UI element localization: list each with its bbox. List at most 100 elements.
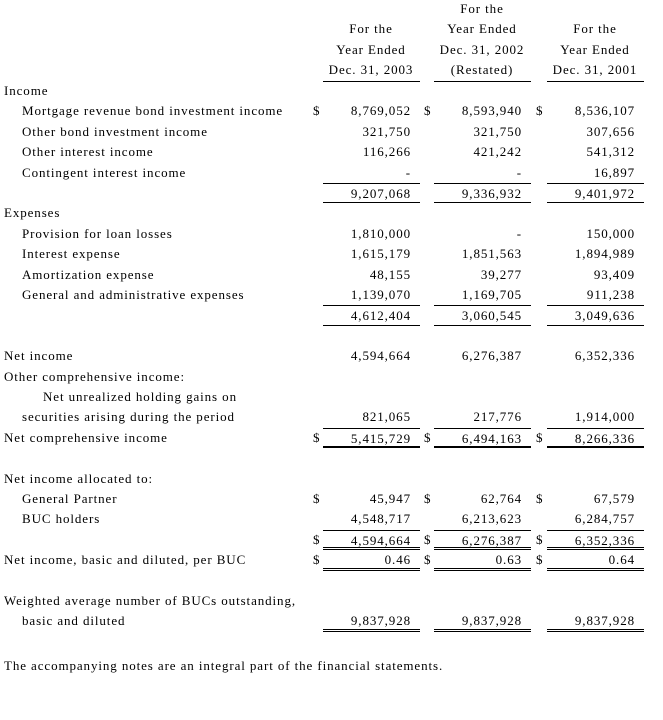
value-cell: 9,207,068 xyxy=(323,183,420,204)
value-cell: 911,238 xyxy=(586,287,635,302)
dollar-sign: $ xyxy=(313,103,321,119)
table-row: Net unrealized holding gains on xyxy=(0,387,663,407)
row-label: Other bond investment income xyxy=(22,123,208,139)
row-label: Other interest income xyxy=(22,144,154,160)
value-cell: 1,914,000 xyxy=(574,409,635,425)
dollar-sign: $ xyxy=(313,552,321,568)
row-label: basic and diluted xyxy=(22,613,126,629)
value-cell: 6,276,387 xyxy=(461,348,522,364)
table-row: securities arising during the period 821,… xyxy=(0,407,663,427)
row-label: Net income, basic and diluted, per BUC xyxy=(4,552,247,568)
value-cell: 0.46 xyxy=(323,550,420,571)
column-header-date: Dec. 31, 2001 xyxy=(546,60,644,82)
table-row: basic and diluted 9,837,928 9,837,928 9,837… xyxy=(0,611,663,632)
table-row: Net comprehensive income $5,415,729 $6,494… xyxy=(0,427,663,449)
value-cell: 1,169,705 xyxy=(461,287,522,302)
table-row: Provision for loan losses 1,810,000 - 150,0… xyxy=(0,224,663,244)
dollar-sign: $ xyxy=(313,491,321,506)
table-row: Other interest income 116,266 421,242 541,3… xyxy=(0,142,663,162)
dollar-sign: $ xyxy=(313,531,321,547)
dollar-sign: $ xyxy=(424,103,432,119)
value-cell: 8,593,940 xyxy=(461,103,522,119)
column-header-line: For the xyxy=(573,21,617,37)
value-cell: - xyxy=(516,164,522,180)
value-cell: 6,213,623 xyxy=(461,511,522,527)
table-row: Net income 4,594,664 6,276,387 6,352,336 xyxy=(0,346,663,366)
value-cell: 421,242 xyxy=(473,144,522,160)
column-header-line: Dec. 31, 2002 xyxy=(439,41,525,57)
table-row: Expenses xyxy=(0,203,663,223)
row-label: Provision for loan losses xyxy=(22,225,173,241)
table-row: General and administrative expenses 1,139… xyxy=(0,285,663,305)
row-label: Amortization expense xyxy=(22,266,155,282)
value-cell: 321,750 xyxy=(362,123,411,139)
value-cell: 541,312 xyxy=(586,144,635,160)
column-header-date: (Restated) xyxy=(433,60,531,82)
value-cell: 16,897 xyxy=(593,164,635,180)
value-cell: 62,764 xyxy=(480,491,522,506)
value-cell: 116,266 xyxy=(362,144,411,160)
dollar-sign: $ xyxy=(424,552,432,568)
dollar-sign: $ xyxy=(536,103,544,119)
row-label: BUC holders xyxy=(22,511,101,527)
row-label: Weighted average number of BUCs outstand… xyxy=(4,593,296,608)
row-label: Income xyxy=(4,83,49,98)
column-header-line: For the xyxy=(460,1,504,16)
value-cell: 4,594,664 xyxy=(350,348,411,364)
value-cell: 48,155 xyxy=(369,266,411,282)
value-cell: 3,060,545 xyxy=(434,305,531,326)
table-row xyxy=(0,571,663,591)
value-cell: 4,594,664 xyxy=(323,529,420,551)
table-row: Net income allocated to: xyxy=(0,469,663,489)
value-cell: 1,894,989 xyxy=(574,246,635,262)
table-row: 9,207,068 9,336,932 9,401,972 xyxy=(0,183,663,204)
row-label: Net comprehensive income xyxy=(4,429,168,445)
table-row xyxy=(0,448,663,468)
column-header-line: Year Ended xyxy=(560,41,630,57)
column-header-line: Year Ended xyxy=(336,41,406,57)
value-cell: 93,409 xyxy=(593,266,635,282)
row-label: Net income xyxy=(4,348,74,364)
value-cell: 8,266,336 xyxy=(547,427,644,449)
table-row: Contingent interest income - - 16,897 xyxy=(0,163,663,183)
table-row: BUC holders 4,548,717 6,213,623 6,284,757 xyxy=(0,509,663,529)
value-cell: 9,336,932 xyxy=(434,183,531,204)
value-cell: 39,277 xyxy=(480,266,522,282)
value-cell: 9,401,972 xyxy=(547,183,644,204)
column-header-line: Dec. 31, 2003 xyxy=(316,60,426,82)
table-row: Amortization expense 48,155 39,277 93,409 xyxy=(0,265,663,285)
dollar-sign: $ xyxy=(536,429,544,445)
value-cell: 9,837,928 xyxy=(547,611,644,632)
value-cell: - xyxy=(516,225,522,241)
row-label: Other comprehensive income: xyxy=(4,368,185,384)
table-row xyxy=(0,326,663,346)
value-cell: 1,615,179 xyxy=(350,246,411,262)
value-cell: 6,494,163 xyxy=(434,427,531,449)
table-row: Other comprehensive income: xyxy=(0,367,663,387)
table-row: General Partner $45,947 $62,764 $67,579 xyxy=(0,489,663,509)
value-cell: - xyxy=(405,164,411,180)
table-row: $4,594,664 $6,276,387 $6,352,336 xyxy=(0,529,663,551)
dollar-sign: $ xyxy=(536,491,544,506)
value-cell: 4,548,717 xyxy=(350,511,411,527)
value-cell: 4,612,404 xyxy=(323,305,420,326)
dollar-sign: $ xyxy=(313,429,321,445)
row-label: Net unrealized holding gains on xyxy=(43,389,237,404)
dollar-sign: $ xyxy=(424,429,432,445)
value-cell: 821,065 xyxy=(362,409,411,425)
footnote: The accompanying notes are an integral p… xyxy=(4,658,444,673)
column-header-line: Year Ended xyxy=(447,21,517,37)
row-label: Mortgage revenue bond investment income xyxy=(22,103,284,119)
row-label: General and administrative expenses xyxy=(22,287,245,302)
value-cell: 0.64 xyxy=(547,550,644,571)
column-header-line: Dec. 31, 2001 xyxy=(540,60,650,82)
value-cell: 9,837,928 xyxy=(323,611,420,632)
value-cell: 1,139,070 xyxy=(350,287,411,302)
value-cell: 150,000 xyxy=(586,225,635,241)
value-cell: 6,276,387 xyxy=(434,529,531,551)
table-row: Weighted average number of BUCs outstand… xyxy=(0,591,663,611)
value-cell: 6,352,336 xyxy=(574,348,635,364)
value-cell: 0.63 xyxy=(434,550,531,571)
value-cell: 45,947 xyxy=(369,491,411,506)
value-cell: 6,352,336 xyxy=(547,529,644,551)
